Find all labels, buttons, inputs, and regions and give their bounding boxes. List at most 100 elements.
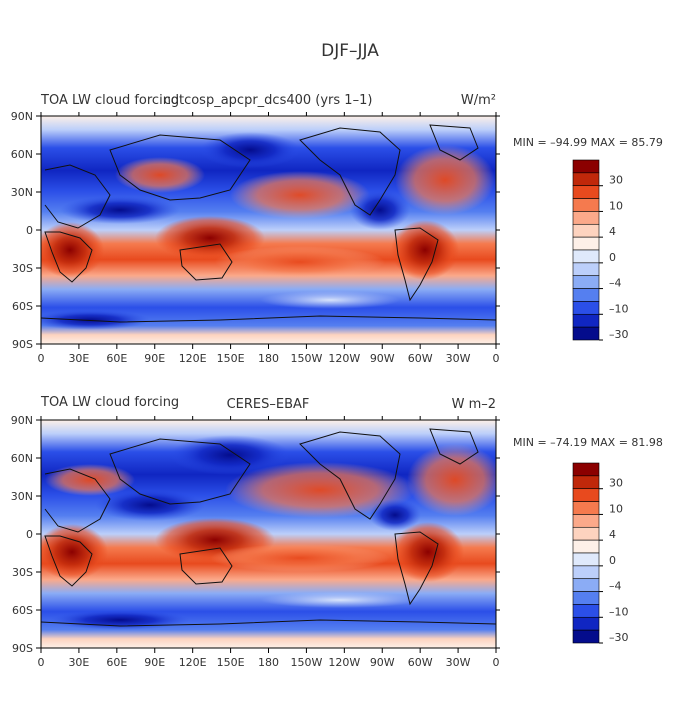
colorbar-label: 30 bbox=[609, 174, 623, 187]
colorbar-swatch bbox=[572, 629, 600, 644]
y-tick-label: 60N bbox=[11, 148, 33, 161]
x-tick-label: 60E bbox=[106, 352, 127, 365]
field-feature bbox=[230, 171, 370, 219]
colorbar-swatch bbox=[572, 326, 600, 341]
colorbar-swatch bbox=[572, 488, 600, 502]
x-tick-label: 90E bbox=[144, 656, 165, 669]
x-axis: 0 30E 60E 90E 120E 150E 180 150W 120W 90W 60W 30W 0 bbox=[38, 112, 500, 365]
colorbar-swatch bbox=[572, 565, 600, 580]
colorbar-swatch bbox=[572, 462, 600, 477]
field-feature bbox=[41, 310, 150, 330]
x-tick-label: 120E bbox=[179, 656, 207, 669]
y-tick-label: 90N bbox=[11, 110, 33, 123]
colorbar-swatch bbox=[572, 604, 600, 618]
colorbar-swatch bbox=[572, 501, 600, 515]
panel-units: W m–2 bbox=[452, 397, 496, 412]
x-tick-label: 150E bbox=[217, 352, 245, 365]
colorbar-swatch bbox=[572, 616, 600, 631]
page-title: DJF–JJA bbox=[321, 41, 379, 61]
coastlines bbox=[41, 124, 496, 323]
colorbar-label: 0 bbox=[609, 251, 616, 264]
field-feature bbox=[200, 132, 300, 168]
y-tick-label: 0 bbox=[26, 224, 33, 237]
field-feature bbox=[41, 524, 108, 580]
colorbar-label: –4 bbox=[609, 277, 622, 290]
field-feature bbox=[41, 222, 104, 278]
panel-title-center: cdtcosp_apcpr_dcs400 (yrs 1–1) bbox=[164, 93, 373, 108]
field-shading bbox=[41, 420, 496, 648]
colorbar-swatch bbox=[572, 288, 600, 302]
field-feature bbox=[155, 216, 265, 260]
x-tick-label: 90E bbox=[144, 352, 165, 365]
colorbar-swatch bbox=[572, 262, 600, 277]
field-feature bbox=[407, 444, 496, 516]
x-tick-label: 0 bbox=[493, 656, 500, 669]
colorbar-swatch bbox=[572, 526, 600, 541]
x-tick-label: 0 bbox=[493, 352, 500, 365]
colorbar-label: 30 bbox=[609, 477, 623, 490]
y-axis: 90N 60N 30N 0 30S 60S 90S bbox=[11, 414, 500, 655]
colorbar-label: 10 bbox=[609, 199, 623, 212]
colorbar-swatch bbox=[572, 185, 600, 199]
x-tick-label: 150E bbox=[217, 656, 245, 669]
y-tick-label: 90S bbox=[12, 642, 33, 655]
y-axis: 90N 60N 30N 0 30S 60S 90S bbox=[11, 110, 500, 351]
field-feature bbox=[60, 196, 180, 224]
field-feature bbox=[395, 145, 495, 215]
colorbar-label: –4 bbox=[609, 580, 622, 593]
x-tick-label: 60W bbox=[408, 656, 433, 669]
x-tick-label: 120E bbox=[179, 352, 207, 365]
x-tick-label: 60W bbox=[408, 352, 433, 365]
field-feature bbox=[170, 435, 290, 475]
panel-title-left: TOA LW cloud forcing bbox=[40, 93, 179, 108]
colorbar-label: 0 bbox=[609, 554, 616, 567]
colorbar-swatch bbox=[572, 236, 600, 251]
colorbar-swatch bbox=[572, 539, 600, 554]
panel-title-center: CERES–EBAF bbox=[227, 397, 310, 412]
colorbar-swatch bbox=[572, 578, 600, 592]
field-feature bbox=[369, 499, 421, 531]
y-tick-label: 30S bbox=[12, 262, 33, 275]
field-feature bbox=[115, 157, 205, 193]
y-tick-label: 60N bbox=[11, 452, 33, 465]
x-tick-label: 120W bbox=[328, 352, 360, 365]
coastlines bbox=[41, 428, 496, 627]
colorbar-swatch bbox=[572, 198, 600, 212]
colorbar: 30 10 4 0 –4 –10 –30 bbox=[572, 159, 629, 341]
x-tick-label: 180 bbox=[258, 656, 279, 669]
panel-stats: MIN = –74.19 MAX = 81.98 bbox=[513, 436, 663, 449]
map-panel-observed: TOA LW cloud forcing CERES–EBAF W m–2 MI… bbox=[11, 395, 663, 669]
colorbar-label: 4 bbox=[609, 528, 616, 541]
x-tick-label: 30E bbox=[68, 656, 89, 669]
panel-stats: MIN = –94.99 MAX = 85.79 bbox=[513, 136, 663, 149]
y-tick-label: 30N bbox=[11, 490, 33, 503]
x-tick-label: 30W bbox=[446, 352, 471, 365]
colorbar-swatch bbox=[572, 249, 600, 264]
colorbar-swatch bbox=[572, 223, 600, 238]
colorbar-swatch bbox=[572, 475, 600, 490]
y-tick-label: 90N bbox=[11, 414, 33, 427]
colorbar-swatch bbox=[572, 275, 600, 289]
y-tick-label: 60S bbox=[12, 604, 33, 617]
field-feature bbox=[45, 464, 135, 496]
x-tick-label: 120W bbox=[328, 656, 360, 669]
x-tick-label: 90W bbox=[370, 352, 395, 365]
field-shading bbox=[41, 116, 496, 344]
colorbar-swatch bbox=[572, 301, 600, 315]
x-tick-label: 0 bbox=[38, 352, 45, 365]
x-tick-label: 60E bbox=[106, 656, 127, 669]
field-feature bbox=[210, 544, 390, 572]
y-tick-label: 90S bbox=[12, 338, 33, 351]
x-tick-label: 150W bbox=[290, 656, 322, 669]
field-feature bbox=[392, 522, 464, 582]
y-tick-label: 60S bbox=[12, 300, 33, 313]
colorbar-label: 10 bbox=[609, 502, 623, 515]
field-feature bbox=[350, 190, 410, 230]
colorbar-label: 4 bbox=[609, 225, 616, 238]
colorbar-label: –10 bbox=[609, 605, 629, 618]
y-tick-label: 0 bbox=[26, 528, 33, 541]
y-tick-label: 30N bbox=[11, 186, 33, 199]
x-tick-label: 0 bbox=[38, 656, 45, 669]
panel-units: W/m² bbox=[461, 93, 496, 108]
